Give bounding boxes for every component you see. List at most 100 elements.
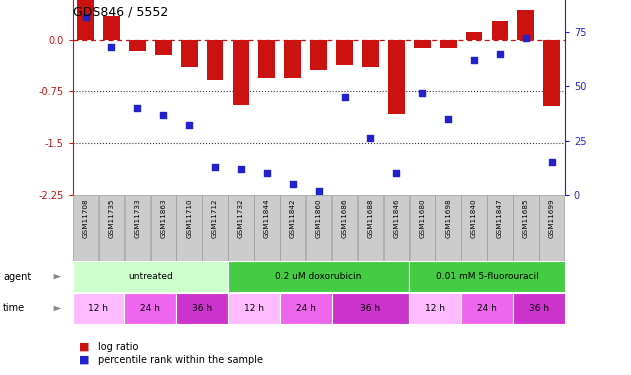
Bar xyxy=(155,40,172,55)
Text: 0.2 uM doxorubicin: 0.2 uM doxorubicin xyxy=(276,272,362,281)
Point xyxy=(236,166,246,172)
Text: GSM11732: GSM11732 xyxy=(238,198,244,238)
Text: GSM11735: GSM11735 xyxy=(109,198,114,238)
Bar xyxy=(280,195,305,261)
Bar xyxy=(487,195,512,261)
Text: 36 h: 36 h xyxy=(360,304,380,313)
Bar xyxy=(103,16,120,40)
Text: GSM11844: GSM11844 xyxy=(264,198,270,238)
Text: GSM11840: GSM11840 xyxy=(471,198,477,238)
Text: 24 h: 24 h xyxy=(296,304,316,313)
Bar xyxy=(440,40,457,48)
Point xyxy=(210,164,220,170)
Text: 24 h: 24 h xyxy=(140,304,160,313)
Point xyxy=(443,116,453,122)
Text: GSM11860: GSM11860 xyxy=(316,198,322,238)
Bar xyxy=(259,40,275,78)
Bar xyxy=(228,261,410,292)
Bar xyxy=(254,195,280,261)
Point xyxy=(521,35,531,41)
Bar xyxy=(306,195,331,261)
Bar xyxy=(384,195,409,261)
Text: GSM11698: GSM11698 xyxy=(445,198,451,238)
Text: ■: ■ xyxy=(79,355,90,365)
Bar xyxy=(461,293,513,324)
Point xyxy=(107,44,117,50)
Bar xyxy=(332,195,357,261)
Bar xyxy=(435,195,461,261)
Bar xyxy=(98,195,124,261)
Bar xyxy=(388,40,405,114)
Bar xyxy=(73,195,98,261)
Text: GSM11712: GSM11712 xyxy=(212,198,218,238)
Bar xyxy=(73,261,228,292)
Text: GSM11710: GSM11710 xyxy=(186,198,192,238)
Bar xyxy=(151,195,176,261)
Bar xyxy=(358,195,383,261)
Text: 36 h: 36 h xyxy=(529,304,549,313)
Bar xyxy=(362,40,379,67)
Point xyxy=(158,111,168,117)
Bar xyxy=(539,195,565,261)
Point xyxy=(365,135,375,141)
Text: 24 h: 24 h xyxy=(477,304,497,313)
Point xyxy=(339,94,350,100)
Bar xyxy=(233,40,249,105)
Text: GSM11847: GSM11847 xyxy=(497,198,503,238)
Bar xyxy=(124,293,176,324)
Text: percentile rank within the sample: percentile rank within the sample xyxy=(98,355,262,365)
Bar xyxy=(206,40,223,80)
Point xyxy=(133,105,143,111)
Text: GSM11733: GSM11733 xyxy=(134,198,140,238)
Text: 12 h: 12 h xyxy=(425,304,445,313)
Bar xyxy=(129,40,146,51)
Bar xyxy=(203,195,228,261)
Bar xyxy=(410,261,565,292)
Point xyxy=(391,170,401,176)
Point xyxy=(495,51,505,57)
Text: GSM11846: GSM11846 xyxy=(393,198,399,238)
Text: log ratio: log ratio xyxy=(98,342,138,352)
Bar xyxy=(177,195,202,261)
Bar xyxy=(336,40,353,64)
Bar xyxy=(310,40,327,70)
Bar xyxy=(77,0,94,40)
Point xyxy=(184,122,194,128)
Text: GSM11842: GSM11842 xyxy=(290,198,296,238)
Point xyxy=(417,90,427,96)
Text: agent: agent xyxy=(3,272,32,282)
Bar xyxy=(125,195,150,261)
Text: GSM11680: GSM11680 xyxy=(419,198,425,238)
Point xyxy=(314,188,324,194)
Text: untreated: untreated xyxy=(128,272,173,281)
Bar xyxy=(228,195,254,261)
Bar xyxy=(513,293,565,324)
Bar xyxy=(176,293,228,324)
Bar xyxy=(332,293,410,324)
Bar xyxy=(180,40,198,67)
Bar xyxy=(461,195,487,261)
Bar xyxy=(73,293,124,324)
Bar xyxy=(280,293,332,324)
Text: 0.01 mM 5-fluorouracil: 0.01 mM 5-fluorouracil xyxy=(435,272,538,281)
Text: GSM11863: GSM11863 xyxy=(160,198,166,238)
Point xyxy=(469,57,479,63)
Text: GSM11699: GSM11699 xyxy=(549,198,555,238)
Text: GSM11708: GSM11708 xyxy=(83,198,88,238)
Text: 12 h: 12 h xyxy=(244,304,264,313)
Bar xyxy=(410,293,461,324)
Point xyxy=(288,181,298,187)
Bar xyxy=(517,10,534,40)
Bar xyxy=(466,32,483,40)
Bar xyxy=(414,40,431,48)
Bar xyxy=(492,21,509,40)
Text: GSM11688: GSM11688 xyxy=(367,198,374,238)
Text: GSM11686: GSM11686 xyxy=(341,198,348,238)
Point xyxy=(81,13,91,20)
Text: 12 h: 12 h xyxy=(88,304,109,313)
Bar xyxy=(513,195,539,261)
Bar xyxy=(228,293,280,324)
Text: 36 h: 36 h xyxy=(192,304,212,313)
Point xyxy=(262,170,272,176)
Point xyxy=(546,159,557,165)
